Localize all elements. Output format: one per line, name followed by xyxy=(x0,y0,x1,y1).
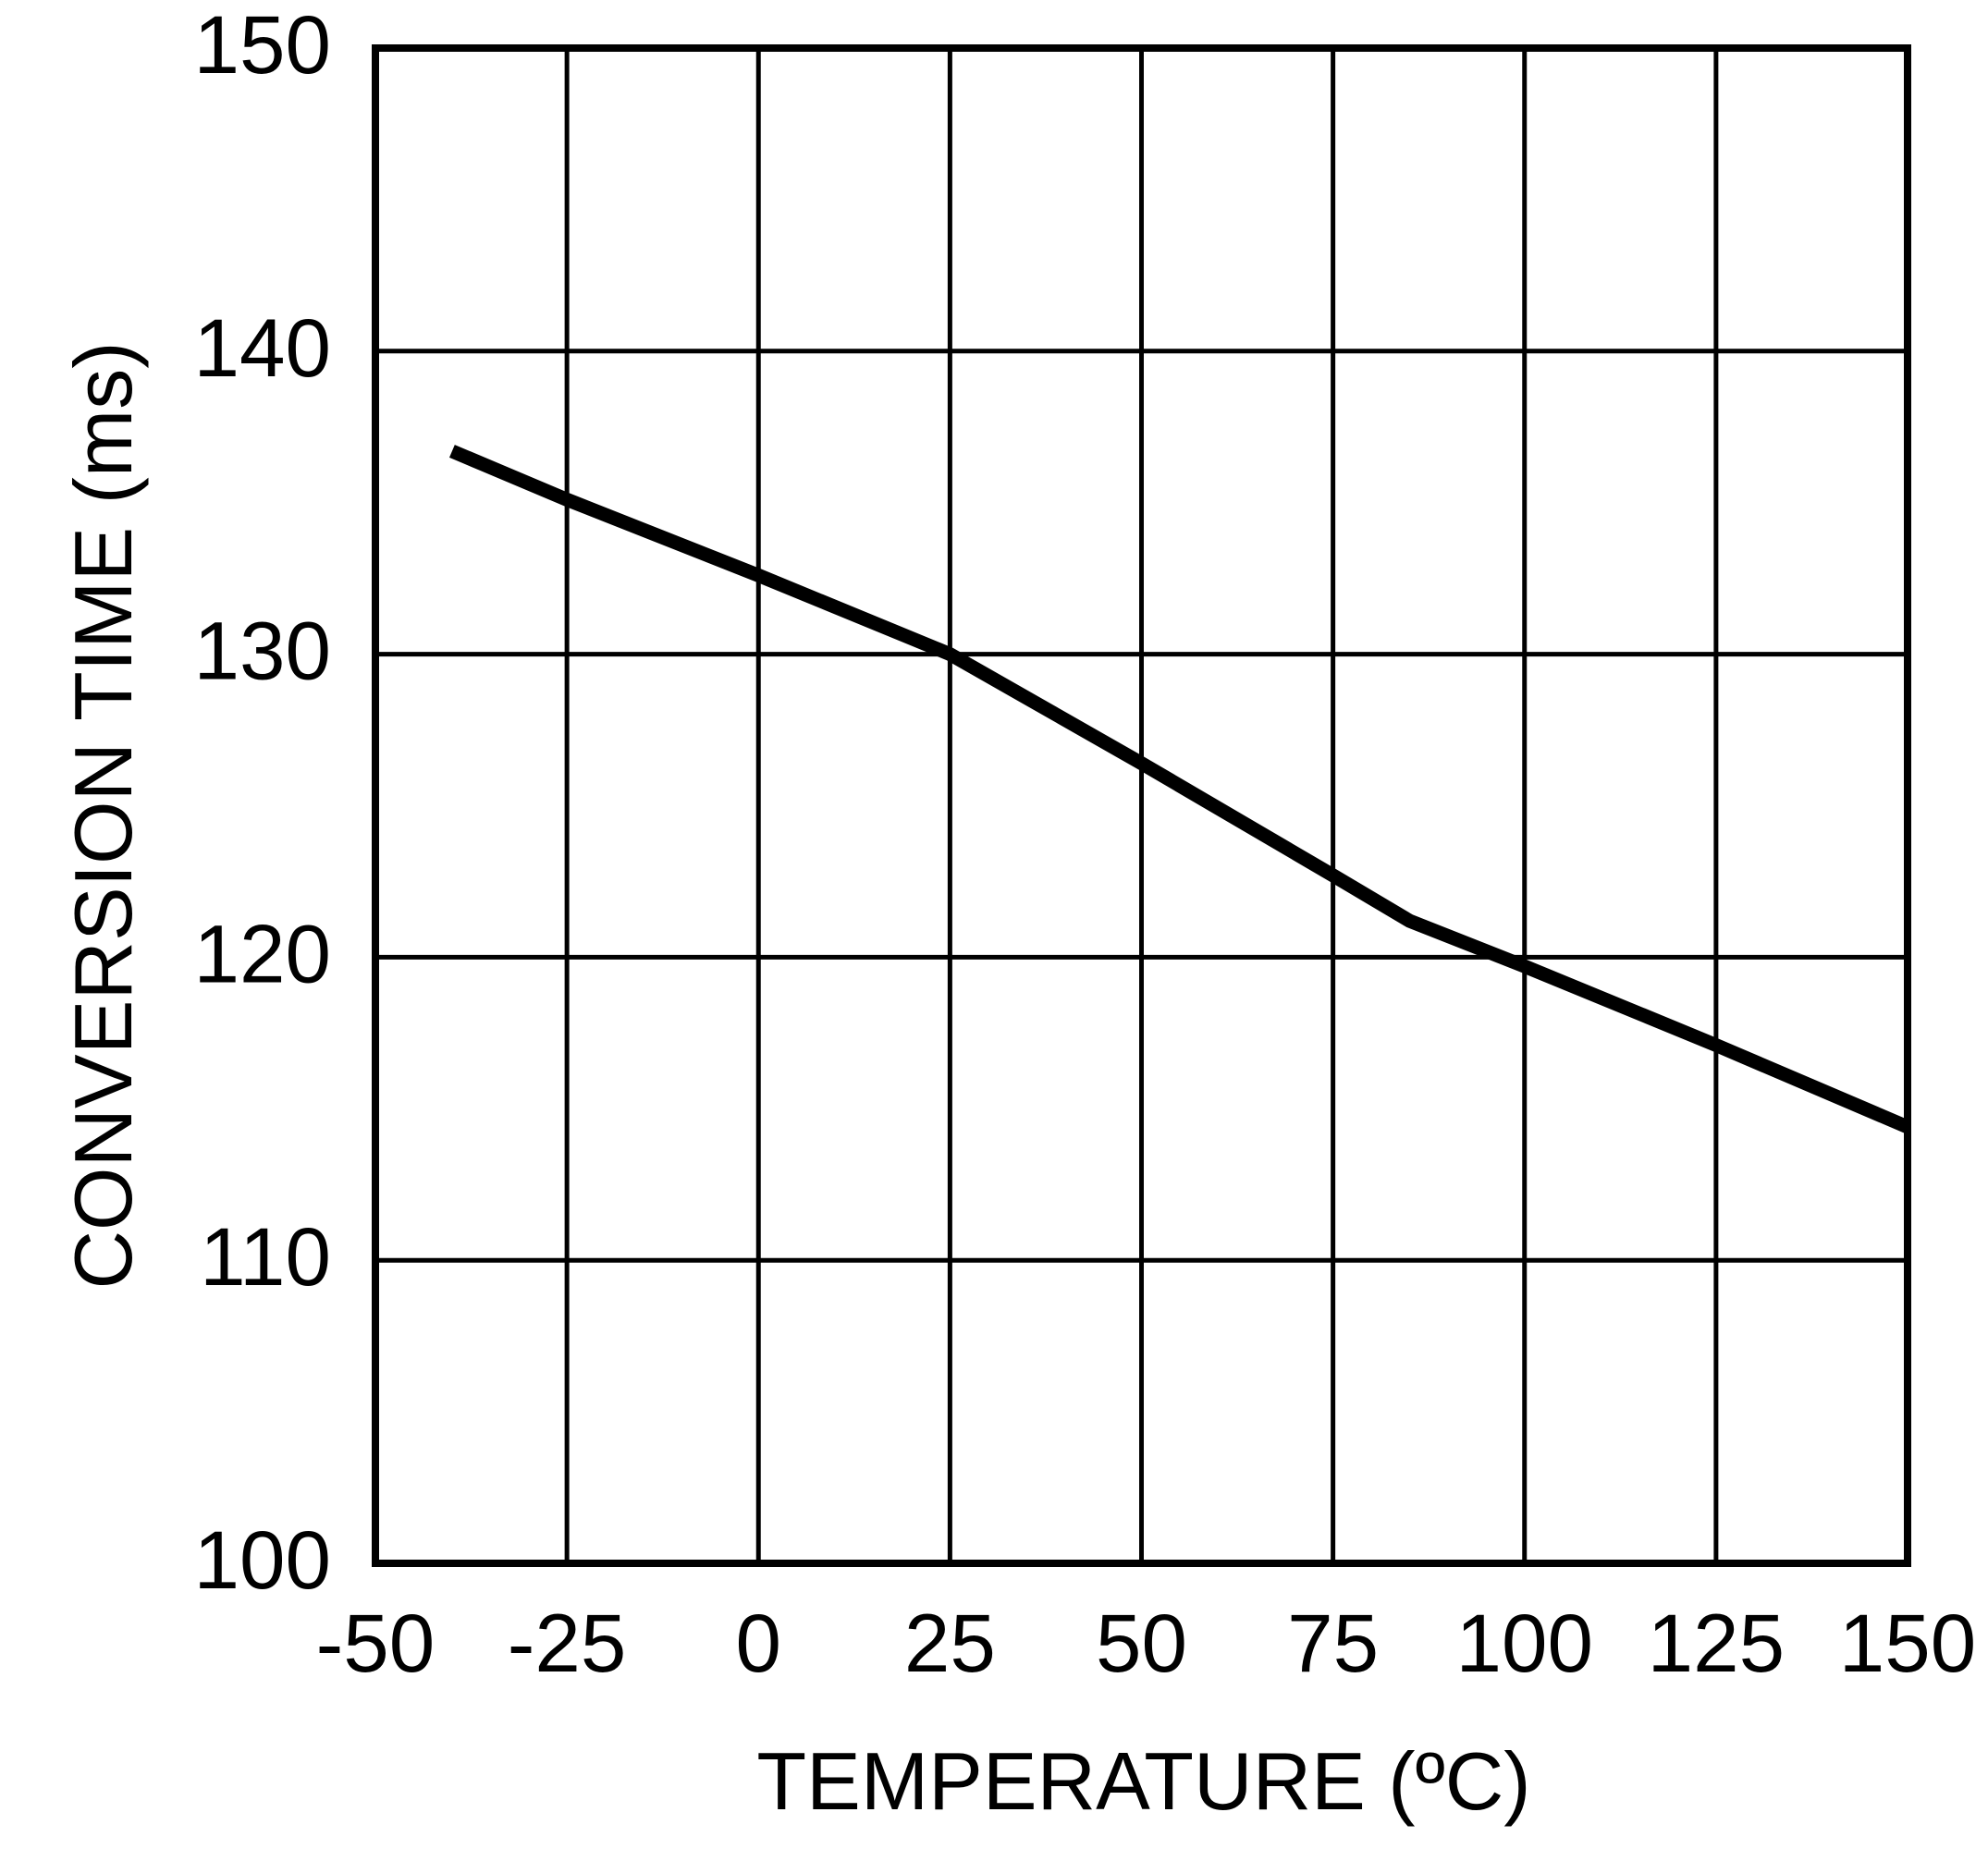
data-series xyxy=(448,445,1910,1133)
y-axis-title: CONVERSION TIME (ms) xyxy=(57,341,149,1289)
y-tick-label: 150 xyxy=(194,0,332,91)
x-tick-label: 150 xyxy=(1839,1597,1977,1689)
x-tick-label: 25 xyxy=(904,1597,996,1689)
x-axis-tick-labels: -50 -25 0 25 50 75 100 125 150 xyxy=(316,1597,1977,1689)
plot-area-border xyxy=(372,44,1911,1567)
x-tick-label: -25 xyxy=(508,1597,627,1689)
conversion-time-curve xyxy=(448,445,1910,1133)
y-tick-label: 140 xyxy=(194,301,332,394)
y-tick-label: 120 xyxy=(194,907,332,999)
x-tick-label: 125 xyxy=(1648,1597,1786,1689)
x-tick-label: 100 xyxy=(1456,1597,1594,1689)
x-tick-label: 75 xyxy=(1287,1597,1379,1689)
grid-lines xyxy=(375,48,1908,1563)
x-tick-label: -50 xyxy=(316,1597,436,1689)
y-axis-tick-labels: 100 110 120 130 140 150 xyxy=(194,0,332,1606)
x-axis-title: TEMPERATURE (ºC) xyxy=(756,1735,1530,1827)
x-tick-label: 50 xyxy=(1096,1597,1187,1689)
y-tick-label: 100 xyxy=(194,1513,332,1606)
x-tick-label: 0 xyxy=(736,1597,782,1689)
y-tick-label: 130 xyxy=(194,605,332,697)
y-tick-label: 110 xyxy=(200,1210,331,1303)
